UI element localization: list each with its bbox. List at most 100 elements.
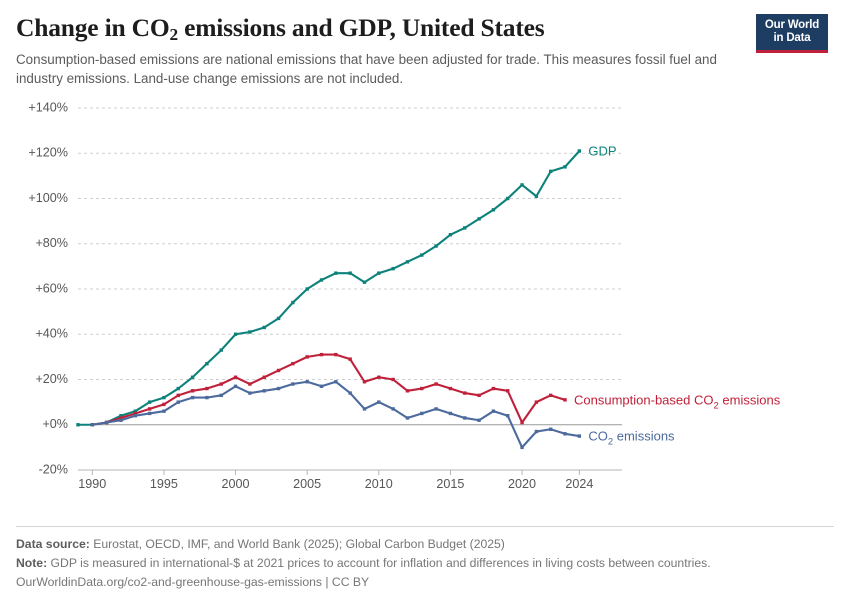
series-point[interactable] xyxy=(219,382,223,386)
series-point[interactable] xyxy=(463,416,467,420)
series-point[interactable] xyxy=(434,382,438,386)
series-point[interactable] xyxy=(90,423,95,427)
series-point[interactable] xyxy=(491,208,496,212)
series-point[interactable] xyxy=(219,348,223,352)
series-point[interactable] xyxy=(334,271,338,276)
series-point[interactable] xyxy=(391,377,395,382)
series-point[interactable] xyxy=(334,380,338,384)
series-point[interactable] xyxy=(176,387,180,391)
series-point[interactable] xyxy=(362,380,367,384)
series-point[interactable] xyxy=(190,396,195,400)
data-series-group[interactable] xyxy=(76,149,582,450)
series-point[interactable] xyxy=(133,414,137,418)
series-point[interactable] xyxy=(147,407,152,411)
series-point[interactable] xyxy=(262,375,266,380)
series-point[interactable] xyxy=(162,396,166,400)
series-point[interactable] xyxy=(362,407,367,411)
series-point[interactable] xyxy=(176,393,180,398)
series-point[interactable] xyxy=(506,196,510,201)
series-point[interactable] xyxy=(319,278,324,282)
series-point[interactable] xyxy=(549,427,553,432)
series-point[interactable] xyxy=(334,353,338,357)
series-point[interactable] xyxy=(405,389,410,393)
series-point[interactable] xyxy=(133,411,137,416)
series-point[interactable] xyxy=(248,391,252,395)
series-point[interactable] xyxy=(405,260,410,264)
series-point[interactable] xyxy=(176,400,180,405)
series-point[interactable] xyxy=(76,423,80,427)
series-point[interactable] xyxy=(563,432,567,436)
series-point[interactable] xyxy=(463,391,467,395)
chart-plot-area[interactable]: +140% +120% +100% +80% +60% +40% +20% +0% -20% 1… xyxy=(16,98,836,502)
series-point[interactable] xyxy=(162,402,166,407)
series-point[interactable] xyxy=(491,409,496,414)
series-point[interactable] xyxy=(420,253,424,257)
series-point[interactable] xyxy=(448,411,453,416)
series-point[interactable] xyxy=(534,400,539,405)
series-point[interactable] xyxy=(162,409,166,414)
series-point[interactable] xyxy=(391,267,395,271)
series-point[interactable] xyxy=(549,169,553,174)
series-point[interactable] xyxy=(362,280,367,285)
series-point[interactable] xyxy=(348,391,352,395)
series-point[interactable] xyxy=(563,398,567,402)
series-point[interactable] xyxy=(420,387,424,391)
series-point[interactable] xyxy=(291,382,295,386)
series-point[interactable] xyxy=(506,389,510,393)
series-point[interactable] xyxy=(506,414,510,418)
series-point[interactable] xyxy=(491,387,496,391)
series-point[interactable] xyxy=(233,384,238,389)
series-point[interactable] xyxy=(119,416,123,420)
series-point[interactable] xyxy=(276,368,281,373)
series-line-1[interactable] xyxy=(91,353,567,426)
series-point[interactable] xyxy=(248,330,252,334)
series-point[interactable] xyxy=(319,384,324,389)
series-point[interactable] xyxy=(577,434,582,438)
series-point[interactable] xyxy=(377,375,381,380)
series-point[interactable] xyxy=(549,393,553,398)
series-point[interactable] xyxy=(377,400,381,405)
series-point[interactable] xyxy=(262,325,266,330)
series-point[interactable] xyxy=(477,418,481,423)
series-point[interactable] xyxy=(205,396,209,400)
series-point[interactable] xyxy=(577,149,582,153)
series-line-0[interactable] xyxy=(76,150,581,426)
series-point[interactable] xyxy=(119,414,123,418)
series-point[interactable] xyxy=(463,226,467,230)
series-point[interactable] xyxy=(190,375,195,380)
series-point[interactable] xyxy=(348,357,352,362)
series-point[interactable] xyxy=(219,393,223,398)
series-point[interactable] xyxy=(205,362,209,366)
series-point[interactable] xyxy=(563,165,567,169)
series-point[interactable] xyxy=(405,416,410,420)
series-point[interactable] xyxy=(147,400,152,405)
series-point[interactable] xyxy=(391,407,395,411)
series-point[interactable] xyxy=(233,332,238,337)
series-point[interactable] xyxy=(276,316,281,321)
series-point[interactable] xyxy=(434,407,438,411)
footer-url-row[interactable]: OurWorldinData.org/co2-and-greenhouse-ga… xyxy=(16,575,370,590)
series-point[interactable] xyxy=(348,271,352,276)
series-point[interactable] xyxy=(448,233,453,237)
series-point[interactable] xyxy=(534,194,539,199)
series-point[interactable] xyxy=(520,183,524,187)
owid-logo[interactable]: Our World in Data xyxy=(756,14,828,53)
series-point[interactable] xyxy=(477,217,481,221)
series-point[interactable] xyxy=(233,375,238,380)
series-point[interactable] xyxy=(305,355,309,359)
series-point[interactable] xyxy=(319,353,324,357)
series-point[interactable] xyxy=(520,445,524,450)
series-point[interactable] xyxy=(305,287,309,291)
series-point[interactable] xyxy=(190,389,195,393)
series-point[interactable] xyxy=(520,420,524,425)
series-point[interactable] xyxy=(262,389,266,393)
series-point[interactable] xyxy=(104,420,109,425)
series-point[interactable] xyxy=(248,382,252,386)
series-point[interactable] xyxy=(133,409,137,414)
series-point[interactable] xyxy=(147,411,152,416)
series-point[interactable] xyxy=(119,418,123,423)
series-point[interactable] xyxy=(205,387,209,391)
series-point[interactable] xyxy=(276,387,281,391)
series-point[interactable] xyxy=(434,244,438,248)
series-point[interactable] xyxy=(305,380,309,384)
